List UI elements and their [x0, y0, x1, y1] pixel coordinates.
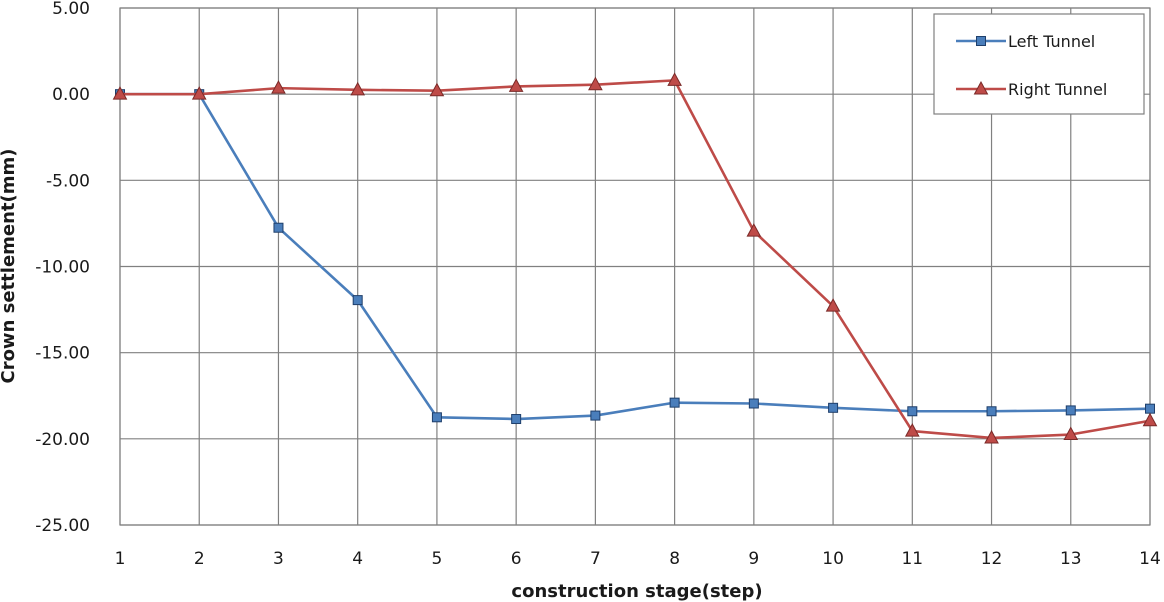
data-point: [590, 410, 601, 421]
x-tick-label: 3: [273, 549, 284, 569]
x-tick-label: 7: [590, 549, 601, 569]
data-point: [904, 423, 920, 437]
y-tick-label: -15.00: [35, 344, 90, 364]
x-tick-label: 2: [194, 549, 205, 569]
x-tick-label: 5: [432, 549, 443, 569]
data-point: [669, 397, 680, 408]
data-point: [588, 76, 603, 91]
legend-swatch-marker: [973, 80, 989, 95]
x-tick-label: 12: [981, 549, 1003, 569]
y-tick-label: -5.00: [46, 171, 90, 191]
series-line: [120, 92, 1151, 421]
data-point: [508, 78, 524, 92]
data-point: [1065, 405, 1076, 416]
series-right-tunnel: [112, 72, 1158, 444]
data-point: [1142, 412, 1158, 427]
data-point: [746, 223, 762, 237]
series-line: [120, 79, 1151, 440]
data-point: [828, 402, 839, 413]
data-point: [748, 398, 759, 409]
series-left-tunnel: [115, 89, 1155, 425]
x-axis-ticks: 1 2 3 4 5 6 7 8 9 10 11 12 13 14: [115, 549, 1161, 569]
data-point: [907, 406, 918, 417]
y-tick-label: -10.00: [35, 258, 90, 278]
x-tick-label: 9: [748, 549, 759, 569]
data-point: [986, 406, 997, 417]
legend-entry: Left Tunnel: [956, 32, 1095, 51]
data-point: [984, 429, 999, 444]
data-point: [511, 414, 522, 425]
x-tick-label: 1: [115, 549, 126, 569]
legend-entry: Right Tunnel: [956, 80, 1107, 99]
data-point: [191, 86, 207, 100]
x-axis-title: construction stage(step): [511, 581, 762, 602]
x-tick-label: 6: [511, 549, 522, 569]
x-tick-label: 4: [352, 549, 363, 569]
series-group: [112, 72, 1158, 444]
data-point: [429, 82, 445, 97]
data-point: [825, 298, 841, 312]
data-point: [271, 80, 286, 94]
y-axis-ticks: 5.00 0.00 -5.00 -10.00 -15.00 -20.00 -25.00: [35, 0, 90, 536]
y-tick-label: -20.00: [35, 430, 90, 450]
data-point: [1145, 403, 1155, 414]
data-point: [667, 72, 682, 86]
y-axis-title: Crown settlement(mm): [0, 148, 19, 383]
data-point: [1063, 426, 1079, 441]
legend-label: Right Tunnel: [1008, 80, 1107, 99]
y-tick-label: -25.00: [35, 516, 90, 536]
x-tick-label: 14: [1139, 549, 1161, 569]
y-tick-label: 0.00: [52, 85, 90, 105]
data-point: [352, 295, 363, 306]
data-point: [273, 222, 284, 233]
data-point: [112, 86, 128, 100]
plot-area: [119, 7, 1151, 526]
x-tick-label: 10: [822, 549, 844, 569]
y-tick-label: 5.00: [52, 0, 90, 19]
data-point: [431, 412, 442, 423]
x-tick-label: 13: [1060, 549, 1082, 569]
data-point: [350, 81, 366, 96]
legend-entries: Left Tunnel Right Tunnel: [956, 32, 1107, 99]
legend-box: [933, 13, 1145, 115]
legend-label: Left Tunnel: [1008, 32, 1095, 51]
x-tick-label: 8: [669, 549, 680, 569]
legend-swatch-marker: [976, 36, 986, 46]
x-tick-label: 11: [901, 549, 923, 569]
legend: Left Tunnel Right Tunnel: [933, 13, 1145, 115]
